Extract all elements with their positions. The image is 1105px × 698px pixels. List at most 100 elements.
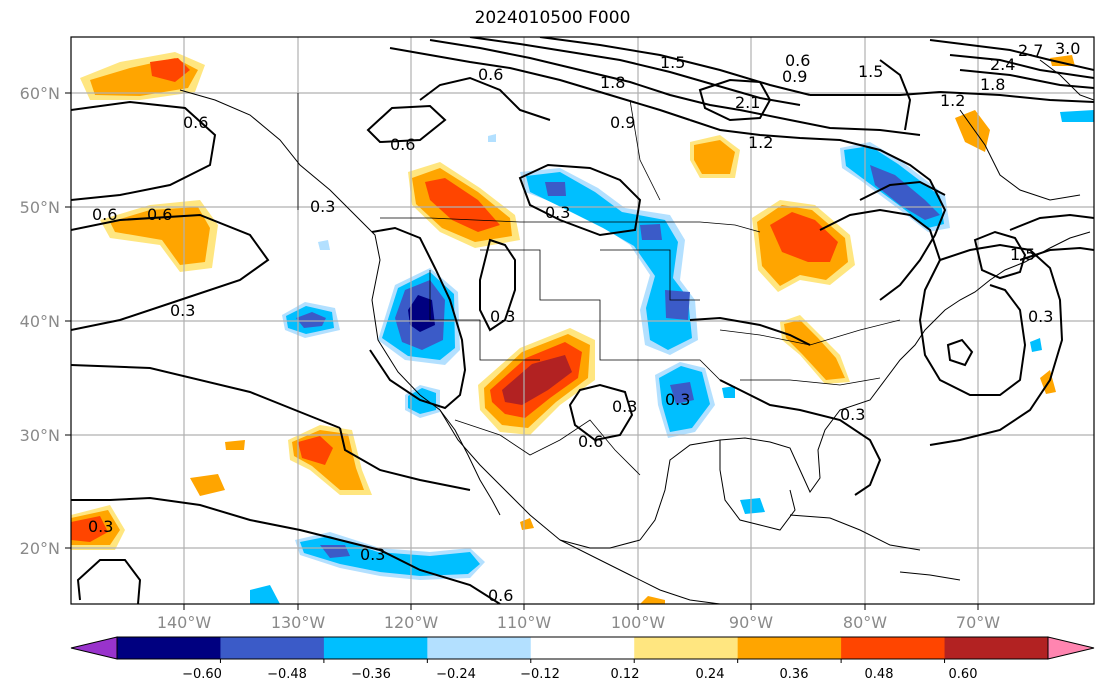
- contour-lines: [71, 37, 1094, 604]
- contour-label: 0.9: [782, 67, 807, 86]
- contour-label: 0.6: [183, 113, 208, 132]
- colorbar-tick-label: −0.48: [267, 667, 307, 682]
- shade-negative: [250, 585, 280, 604]
- contour-label: 0.3: [545, 203, 570, 222]
- colorbar-segment: [220, 637, 325, 659]
- contour-label: 1.5: [858, 62, 883, 81]
- colorbar-tick-label: −0.36: [351, 667, 391, 682]
- contour-label: 0.3: [1028, 307, 1053, 326]
- shade-negative: [408, 295, 435, 332]
- contour-label: 2.1: [735, 93, 760, 112]
- shade-negative: [670, 382, 694, 404]
- contour-label: 0.3: [310, 197, 335, 216]
- contour-label: 0.3: [170, 301, 195, 320]
- lon-axis: [183, 604, 979, 610]
- contour-label: 0.6: [785, 51, 810, 70]
- contour-label: 1.8: [980, 75, 1005, 94]
- colorbar-ticks: [219, 659, 946, 663]
- lon-tick-label: 80°W: [843, 613, 887, 632]
- contour-label: 0.6: [390, 135, 415, 154]
- colorbar-tick-label: 0.12: [611, 667, 640, 682]
- shade-negative: [722, 386, 735, 398]
- colorbar-tick-label: 0.60: [949, 667, 978, 682]
- contour-label: 0.3: [490, 307, 515, 326]
- lon-tick-label: 70°W: [956, 613, 1000, 632]
- colorbar-segment: [323, 637, 428, 659]
- shade-positive: [784, 320, 845, 380]
- colorbar-arrow-low: [70, 636, 118, 660]
- colorbar-segment: [634, 637, 739, 659]
- contour-labels: 0.6 0.6 0.6 0.6 0.6 0.3 0.3 0.3 0.3 0.3 …: [88, 39, 1080, 605]
- shade-negative: [665, 290, 690, 320]
- shade-positive: [110, 207, 210, 265]
- shade-positive: [190, 474, 225, 496]
- contour-label: 0.6: [478, 65, 503, 84]
- lon-tick-label: 140°W: [157, 613, 212, 632]
- shade-negative: [488, 134, 496, 142]
- shade-negative: [870, 165, 940, 220]
- shade-negative: [318, 240, 330, 250]
- colorbar: −0.60 −0.48 −0.36 −0.24 −0.12 0.12 0.24 …: [70, 636, 1095, 682]
- colorbar-tick-label: −0.12: [520, 667, 560, 682]
- contour-label: 0.3: [665, 390, 690, 409]
- colorbar-arrow-high: [1047, 636, 1095, 660]
- contour-label: 0.6: [147, 205, 172, 224]
- shade-positive: [71, 516, 108, 542]
- shade-negative: [640, 224, 662, 240]
- contour-label: 1.2: [748, 133, 773, 152]
- shade-positive: [694, 140, 735, 174]
- lon-tick-label: 130°W: [271, 613, 326, 632]
- contour-label: 0.6: [488, 586, 513, 605]
- colorbar-tick-label: −0.60: [182, 667, 222, 682]
- colorbar-tick-label: −0.24: [436, 667, 476, 682]
- lat-axis: [65, 92, 71, 549]
- contour-label: 0.3: [840, 405, 865, 424]
- graticule: [71, 37, 1094, 604]
- colorbar-tick-label: 0.24: [696, 667, 725, 682]
- lon-tick-labels: 140°W 130°W 120°W 110°W 100°W 90°W 80°W …: [157, 613, 1000, 632]
- borders: [297, 93, 901, 476]
- lon-tick-label: 110°W: [497, 613, 552, 632]
- contour-label: 0.3: [612, 397, 637, 416]
- lat-tick-label: 40°N: [20, 312, 60, 331]
- contour-label: 1.8: [600, 73, 625, 92]
- shade-positive: [520, 518, 534, 530]
- contour-label: 2.4: [990, 55, 1015, 74]
- lat-tick-label: 20°N: [20, 539, 60, 558]
- lat-tick-label: 50°N: [20, 198, 60, 217]
- lon-tick-label: 120°W: [384, 613, 439, 632]
- contour-label: 3.0: [1055, 39, 1080, 58]
- contour-label: 2.7: [1018, 41, 1043, 60]
- contour-label: 1.5: [1010, 245, 1035, 264]
- lat-tick-label: 60°N: [20, 84, 60, 103]
- colorbar-segment: [944, 637, 1049, 659]
- shade-negative: [1030, 338, 1042, 352]
- colorbar-tick-label: 0.48: [865, 667, 894, 682]
- colorbar-segment: [427, 637, 532, 659]
- shade-negative: [526, 172, 692, 350]
- colorbar-segment: [117, 637, 221, 659]
- shade-positive: [150, 58, 190, 82]
- shade-positive: [502, 355, 572, 405]
- contour-label: 0.6: [92, 205, 117, 224]
- lat-tick-labels: 60°N 50°N 40°N 30°N 20°N: [20, 84, 60, 558]
- shade-positive: [770, 212, 838, 262]
- map-title: 2024010500 F000: [474, 8, 631, 28]
- colorbar-segment: [737, 637, 842, 659]
- shade-negative: [1060, 110, 1094, 122]
- colorbar-tick-labels: −0.60 −0.48 −0.36 −0.24 −0.12 0.12 0.24 …: [182, 667, 977, 682]
- shade-positive: [225, 440, 245, 450]
- contour-label: 1.2: [940, 91, 965, 110]
- colorbar-frame: [116, 636, 1049, 660]
- shade-positive: [425, 178, 500, 232]
- colorbar-segment: [530, 637, 635, 659]
- colorbar-tick-label: 0.36: [780, 667, 809, 682]
- shading-layer: [71, 52, 1094, 604]
- shade-negative: [296, 312, 326, 328]
- contour-label: 0.3: [360, 545, 385, 564]
- shade-negative: [740, 498, 765, 514]
- lat-tick-label: 30°N: [20, 426, 60, 445]
- contour-label: 1.5: [660, 53, 685, 72]
- shade-negative: [545, 182, 566, 196]
